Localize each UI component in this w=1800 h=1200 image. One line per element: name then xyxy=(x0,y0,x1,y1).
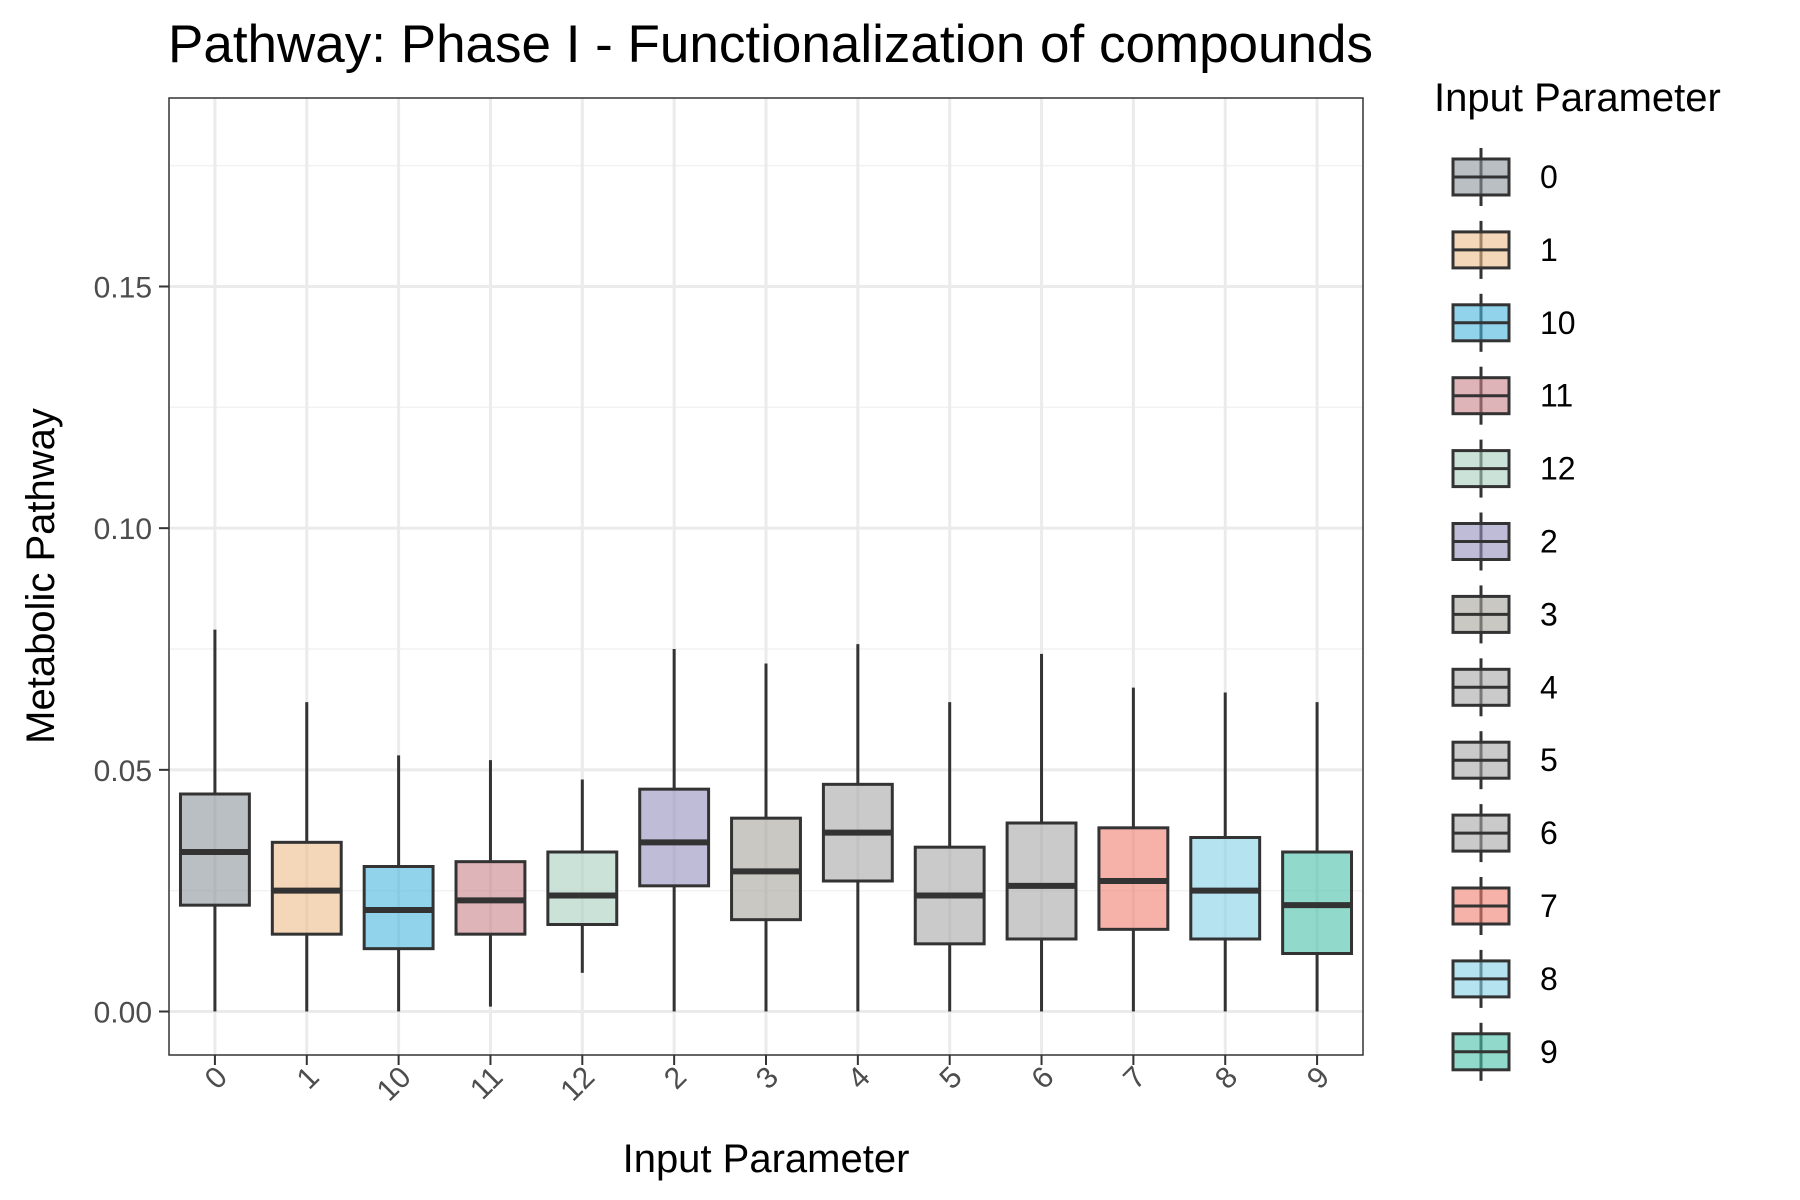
x-tick-label: 3 xyxy=(750,1061,785,1096)
box-1 xyxy=(270,702,343,1012)
legend-item-6: 6 xyxy=(1451,804,1558,863)
y-tick-label: 0.15 xyxy=(94,272,152,305)
box-8 xyxy=(1189,692,1262,1012)
legend-label: 9 xyxy=(1540,1034,1558,1070)
legend-label: 5 xyxy=(1540,742,1558,778)
y-tick-label: 0.00 xyxy=(94,997,152,1030)
box-12 xyxy=(546,779,619,973)
x-tick-label: 10 xyxy=(371,1061,418,1108)
x-tick-label: 7 xyxy=(1117,1061,1152,1096)
x-tick-label: 2 xyxy=(658,1061,693,1096)
legend-label: 1 xyxy=(1540,232,1558,268)
box-11 xyxy=(454,760,527,1007)
chart-title: Pathway: Phase I - Functionalization of … xyxy=(168,15,1373,74)
legend-item-11: 11 xyxy=(1451,366,1573,425)
box-0 xyxy=(178,629,251,1012)
box-3 xyxy=(730,663,802,1012)
legend-label: 10 xyxy=(1540,305,1576,341)
legend-item-12: 12 xyxy=(1451,439,1576,498)
box-9 xyxy=(1281,702,1354,1012)
legend-label: 11 xyxy=(1540,378,1573,414)
legend-item-8: 8 xyxy=(1451,949,1558,1008)
box-2 xyxy=(638,649,711,1012)
x-tick-label: 4 xyxy=(842,1061,877,1096)
box-body xyxy=(638,787,711,888)
legend-label: 0 xyxy=(1540,159,1558,195)
x-axis-title: Input Parameter xyxy=(623,1137,910,1181)
y-tick-label: 0.10 xyxy=(94,513,152,546)
legend-label: 7 xyxy=(1540,888,1558,924)
y-tick-label: 0.05 xyxy=(94,755,152,788)
legend-item-9: 9 xyxy=(1451,1022,1558,1081)
legend-item-1: 1 xyxy=(1451,220,1558,279)
legend-item-10: 10 xyxy=(1451,293,1576,352)
box-7 xyxy=(1097,687,1170,1012)
legend-label: 3 xyxy=(1540,596,1558,632)
x-tick-label: 5 xyxy=(934,1061,969,1096)
y-axis: 0.00 0.05 0.10 0.15 xyxy=(94,272,169,1030)
legend-item-7: 7 xyxy=(1451,877,1558,935)
box-10 xyxy=(362,755,435,1012)
box-5 xyxy=(913,702,986,1012)
box-6 xyxy=(1005,653,1078,1012)
legend-item-4: 4 xyxy=(1451,658,1558,717)
legend-title: Input Parameter xyxy=(1434,76,1721,120)
x-tick-label: 0 xyxy=(199,1061,234,1096)
y-axis-title: Metabolic Pathway xyxy=(19,408,63,744)
x-tick-label: 12 xyxy=(554,1061,601,1108)
legend-label: 8 xyxy=(1540,961,1558,997)
legend-item-5: 5 xyxy=(1451,731,1558,790)
x-tick-label: 9 xyxy=(1301,1061,1336,1096)
x-tick-label: 6 xyxy=(1025,1061,1060,1096)
legend-item-2: 2 xyxy=(1451,512,1558,571)
legend-item-0: 0 xyxy=(1451,148,1558,206)
legend-label: 2 xyxy=(1540,524,1558,560)
box-body xyxy=(1005,821,1078,941)
legend-label: 6 xyxy=(1540,815,1558,851)
x-tick-label: 11 xyxy=(464,1061,509,1106)
x-axis: 0 1 10 11 12 2 3 4 5 6 7 8 9 xyxy=(199,1055,1336,1108)
x-tick-label: 1 xyxy=(291,1061,326,1096)
boxes-layer xyxy=(178,629,1354,1012)
legend: Input Parameter 0 1 10 11 12 2 3 4 5 6 7 8 9 xyxy=(1434,76,1721,1081)
legend-label: 12 xyxy=(1540,451,1576,487)
box-4 xyxy=(821,644,894,1012)
legend-item-3: 3 xyxy=(1451,585,1558,644)
box-body xyxy=(546,850,619,926)
x-tick-label: 8 xyxy=(1209,1061,1244,1096)
legend-label: 4 xyxy=(1540,669,1558,705)
